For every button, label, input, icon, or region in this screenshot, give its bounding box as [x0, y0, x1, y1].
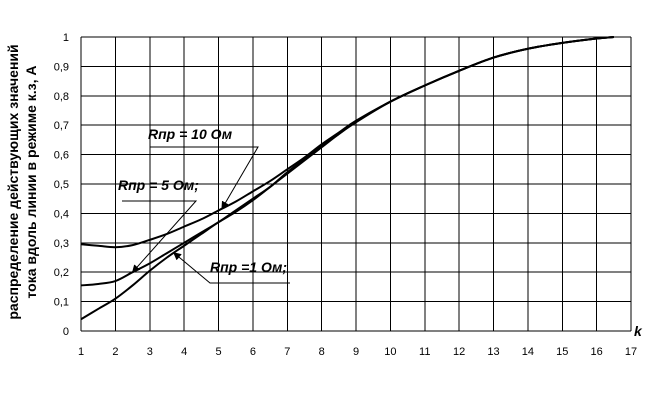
x-tick-11: 11: [419, 346, 430, 358]
annotation-arrow-1: [122, 200, 198, 273]
x-tick-13: 13: [487, 346, 499, 358]
series-line-2: [80, 36, 614, 321]
annotation-arrow-2: [173, 252, 290, 284]
y-tick-5: 0,5: [54, 179, 69, 191]
x-tick-3: 3: [147, 346, 153, 358]
x-tick-12: 12: [453, 346, 465, 358]
series-line-0: [80, 36, 614, 249]
x-tick-17: 17: [625, 346, 637, 358]
x-tick-labels: 1 2 3 4 5 6 7 8 9 10 11 12 13 14 15 16 17: [78, 346, 637, 358]
y-axis-label-line-1: распределение действующих значений: [5, 44, 21, 319]
x-tick-9: 9: [353, 346, 359, 358]
x-tick-15: 15: [556, 346, 568, 358]
y-tick-2: 0,2: [54, 267, 69, 279]
y-tick-9: 0,9: [54, 61, 69, 73]
x-tick-5: 5: [215, 346, 221, 358]
x-tick-10: 10: [384, 346, 396, 358]
annotation-arrows: [122, 146, 290, 284]
y-tick-8: 0,8: [54, 91, 69, 103]
y-tick-labels: 0 0,1 0,2 0,3 0,4 0,5 0,6 0,7 0,8 0,9 1: [54, 32, 69, 338]
y-tick-6: 0,6: [54, 150, 69, 162]
y-tick-1: 0,1: [54, 297, 69, 309]
x-tick-4: 4: [181, 346, 187, 358]
x-tick-8: 8: [319, 346, 325, 358]
annotation-r1: Rпр =1 Ом;: [210, 259, 287, 275]
x-tick-2: 2: [112, 346, 118, 358]
series-line-1: [80, 36, 614, 287]
y-tick-4: 0,4: [54, 208, 69, 220]
y-axis-label-line-2: тока вдоль линии в режиме к.з, А: [23, 65, 39, 298]
y-tick-3: 0,3: [54, 238, 69, 250]
annotation-r10: Rпр = 10 Ом: [148, 126, 233, 142]
x-tick-1: 1: [78, 346, 84, 358]
annotation-r5: Rпр = 5 Ом;: [118, 177, 199, 193]
x-axis-label: k: [634, 323, 643, 339]
x-tick-14: 14: [522, 346, 534, 358]
x-tick-6: 6: [250, 346, 256, 358]
grid: [80, 36, 632, 332]
x-tick-7: 7: [284, 346, 290, 358]
y-tick-7: 0,7: [54, 120, 69, 132]
y-tick-10: 1: [63, 32, 69, 44]
curves: [80, 36, 614, 321]
annotation-arrow-0: [150, 146, 259, 210]
y-tick-0: 0: [63, 326, 69, 338]
x-tick-16: 16: [591, 346, 603, 358]
